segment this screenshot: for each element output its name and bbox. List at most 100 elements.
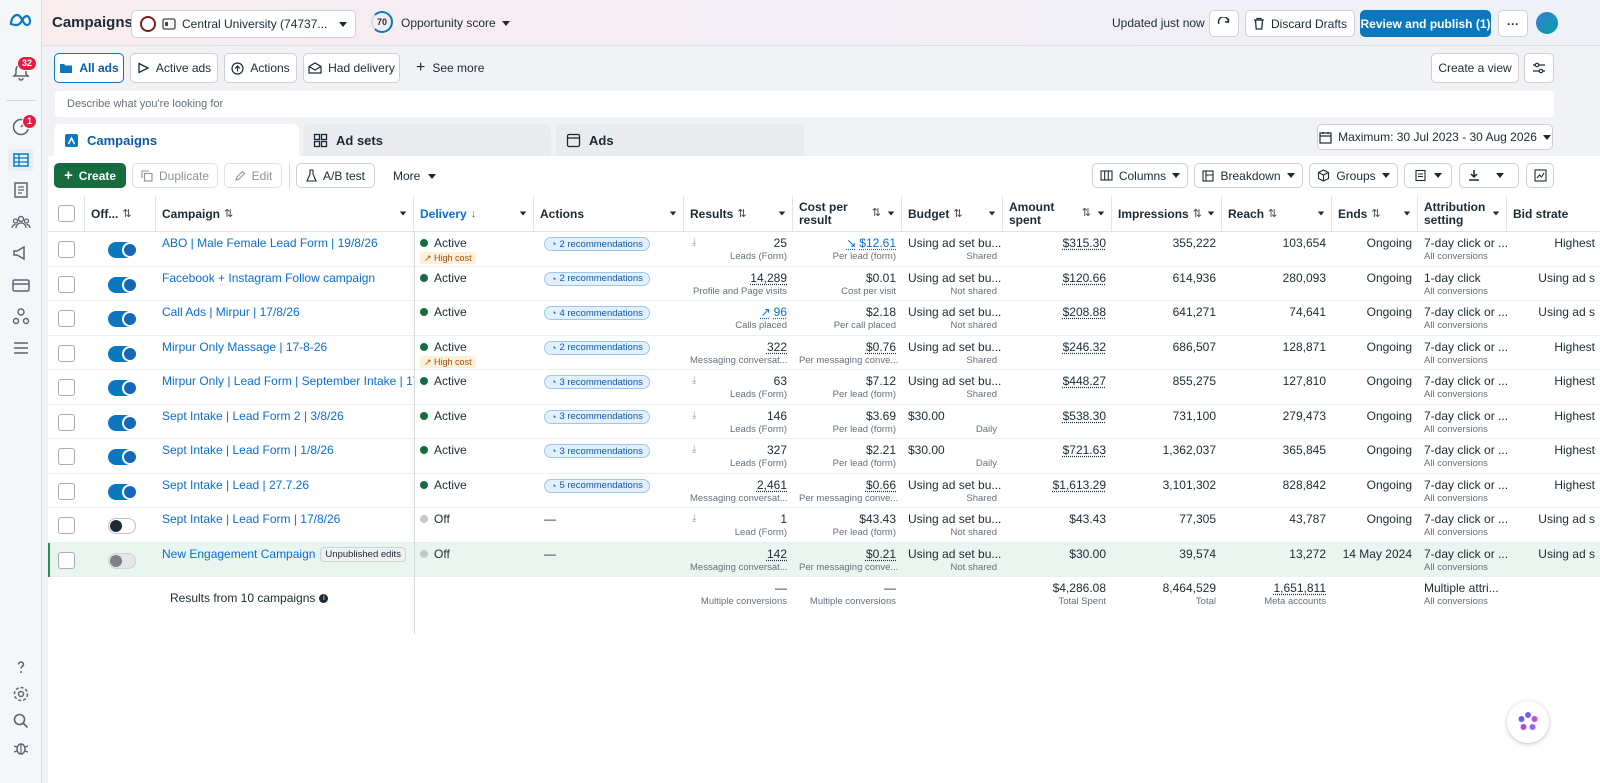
ai-assistant-button[interactable] [1507, 701, 1549, 743]
recommendations-badge[interactable]: ◔ 3 recommendations [544, 444, 650, 458]
column-header-bid-strategy[interactable]: Bid strate [1507, 196, 1600, 232]
row-checkbox[interactable] [58, 552, 75, 569]
column-header-campaign[interactable]: Campaign ⇅ [156, 196, 414, 232]
campaign-toggle[interactable] [108, 449, 136, 465]
select-all-checkbox[interactable] [58, 205, 75, 222]
campaign-name-link[interactable]: Mirpur Only Massage | 17-8-26 [162, 340, 327, 354]
table-row[interactable]: Sept Intake | Lead Form 2 | 3/8/26 Activ… [48, 405, 1600, 440]
view-actions[interactable]: Actions [224, 53, 297, 83]
column-header-attribution[interactable]: Attribution setting [1418, 196, 1507, 232]
row-checkbox[interactable] [58, 483, 75, 500]
all-tools-menu-icon[interactable] [11, 338, 31, 358]
table-row[interactable]: Call Ads | Mirpur | 17/8/26 Active ◔ 4 re… [48, 301, 1600, 336]
view-had-delivery[interactable]: Had delivery [303, 53, 400, 83]
recommendations-badge[interactable]: ◔ 3 recommendations [544, 410, 650, 424]
row-checkbox[interactable] [58, 414, 75, 431]
download-leads-icon[interactable]: ⤓ [692, 237, 696, 248]
column-header-reach[interactable]: Reach ⇅ [1222, 196, 1332, 232]
column-header-amount-spent[interactable]: Amount spent ⇅ [1003, 196, 1112, 232]
campaign-name-link[interactable]: Sept Intake | Lead Form | 17/8/26 [162, 512, 340, 526]
row-checkbox[interactable] [58, 276, 75, 293]
audiences-icon[interactable] [11, 212, 31, 232]
column-header-actions[interactable]: Actions [534, 196, 684, 232]
recommendations-badge[interactable]: ◔ 2 recommendations [544, 341, 650, 355]
table-row[interactable]: Sept Intake | Lead Form | 1/8/26 Active … [48, 439, 1600, 474]
recommendations-badge[interactable]: ◔ 4 recommendations [544, 306, 650, 320]
search-input[interactable]: Describe what you're looking for [55, 91, 1554, 117]
ab-test-button[interactable]: A/B test [296, 163, 375, 188]
meta-logo-icon[interactable] [9, 12, 33, 30]
campaign-name-link[interactable]: Sept Intake | Lead Form 2 | 3/8/26 [162, 409, 344, 423]
download-leads-icon[interactable]: ⤓ [692, 513, 696, 524]
download-leads-icon[interactable]: ⤓ [692, 375, 696, 386]
view-all-ads[interactable]: All ads [54, 53, 124, 83]
view-active-ads[interactable]: Active ads [130, 53, 218, 83]
review-publish-button[interactable]: Review and publish (1) [1360, 10, 1491, 37]
date-range-picker[interactable]: Maximum: 30 Jul 2023 - 30 Aug 2026 [1317, 124, 1553, 150]
row-checkbox[interactable] [58, 345, 75, 362]
column-header-delivery[interactable]: Delivery ↓ [414, 196, 534, 232]
view-settings-button[interactable] [1524, 53, 1554, 83]
row-checkbox[interactable] [58, 379, 75, 396]
opportunity-score-gauge[interactable]: 70 [371, 11, 393, 33]
campaign-name-link[interactable]: Facebook + Instagram Follow campaign [162, 271, 375, 285]
reports-icon[interactable] [11, 180, 31, 200]
reports-dropdown[interactable] [1404, 163, 1452, 188]
download-leads-icon[interactable]: ⤓ [692, 410, 696, 421]
row-checkbox[interactable] [58, 448, 75, 465]
download-leads-icon[interactable]: ⤓ [692, 444, 696, 455]
edit-button[interactable]: Edit [224, 163, 282, 188]
recommendations-badge[interactable]: ◔ 3 recommendations [544, 375, 650, 389]
campaign-name-link[interactable]: Sept Intake | Lead Form | 1/8/26 [162, 443, 334, 457]
see-more-button[interactable]: + See more [416, 61, 484, 75]
campaign-toggle[interactable] [108, 346, 136, 362]
campaign-toggle[interactable] [108, 380, 136, 396]
billing-card-icon[interactable] [11, 275, 31, 295]
charts-toggle-button[interactable] [1526, 163, 1554, 188]
campaign-name-link[interactable]: New Engagement Campaign [162, 547, 315, 561]
megaphone-icon[interactable] [11, 243, 31, 263]
search-icon[interactable] [11, 711, 31, 731]
discard-drafts-button[interactable]: Discard Drafts [1245, 10, 1355, 37]
opportunity-score-dropdown[interactable]: Opportunity score [401, 16, 510, 30]
ads-manager-table-icon[interactable] [8, 149, 34, 171]
column-header-results[interactable]: Results ⇅ [684, 196, 793, 232]
more-options-button[interactable]: ··· [1498, 10, 1528, 37]
table-row[interactable]: Mirpur Only Massage | 17-8-26 Active ↗ Hi… [48, 336, 1600, 371]
tab-ad-sets[interactable]: Ad sets [303, 124, 551, 156]
campaign-toggle[interactable] [108, 553, 136, 569]
table-row[interactable]: New Engagement Campaign Unpublished edits… [48, 543, 1600, 578]
more-actions-dropdown[interactable]: More [393, 169, 436, 183]
info-icon[interactable]: i [319, 594, 328, 603]
table-row[interactable]: Facebook + Instagram Follow campaign Act… [48, 267, 1600, 302]
table-row[interactable]: Sept Intake | Lead Form | 17/8/26 Off — … [48, 508, 1600, 543]
row-checkbox[interactable] [58, 310, 75, 327]
recommendations-badge[interactable]: ◔ 5 recommendations [544, 479, 650, 493]
groups-dropdown[interactable]: Groups [1309, 163, 1398, 188]
campaign-toggle[interactable] [108, 415, 136, 431]
row-checkbox[interactable] [58, 517, 75, 534]
account-selector[interactable]: Central University (74737... [131, 10, 356, 38]
refresh-button[interactable] [1209, 10, 1239, 37]
tab-ads[interactable]: Ads [556, 124, 804, 156]
campaign-name-link[interactable]: Call Ads | Mirpur | 17/8/26 [162, 305, 300, 319]
profile-avatar[interactable] [1536, 12, 1558, 34]
table-row[interactable]: Mirpur Only | Lead Form | September Inta… [48, 370, 1600, 405]
campaign-name-link[interactable]: Sept Intake | Lead | 27.7.26 [162, 478, 309, 492]
columns-dropdown[interactable]: Columns [1092, 163, 1188, 188]
breakdown-dropdown[interactable]: Breakdown [1194, 163, 1303, 188]
table-row[interactable]: ABO | Male Female Lead Form | 19/8/26 Ac… [48, 232, 1600, 267]
tab-campaigns[interactable]: Campaigns [54, 124, 299, 156]
business-tools-icon[interactable] [11, 306, 31, 326]
campaign-toggle[interactable] [108, 484, 136, 500]
campaign-toggle[interactable] [108, 242, 136, 258]
create-button[interactable]: + Create [54, 163, 126, 188]
export-dropdown[interactable] [1459, 163, 1519, 188]
bug-report-icon[interactable] [11, 738, 31, 758]
column-header-impressions[interactable]: Impressions ⇅ [1112, 196, 1222, 232]
settings-gear-icon[interactable] [11, 684, 31, 704]
column-header-ends[interactable]: Ends ⇅ [1332, 196, 1418, 232]
campaign-toggle[interactable] [108, 311, 136, 327]
row-checkbox[interactable] [58, 241, 75, 258]
campaign-toggle[interactable] [108, 518, 136, 534]
